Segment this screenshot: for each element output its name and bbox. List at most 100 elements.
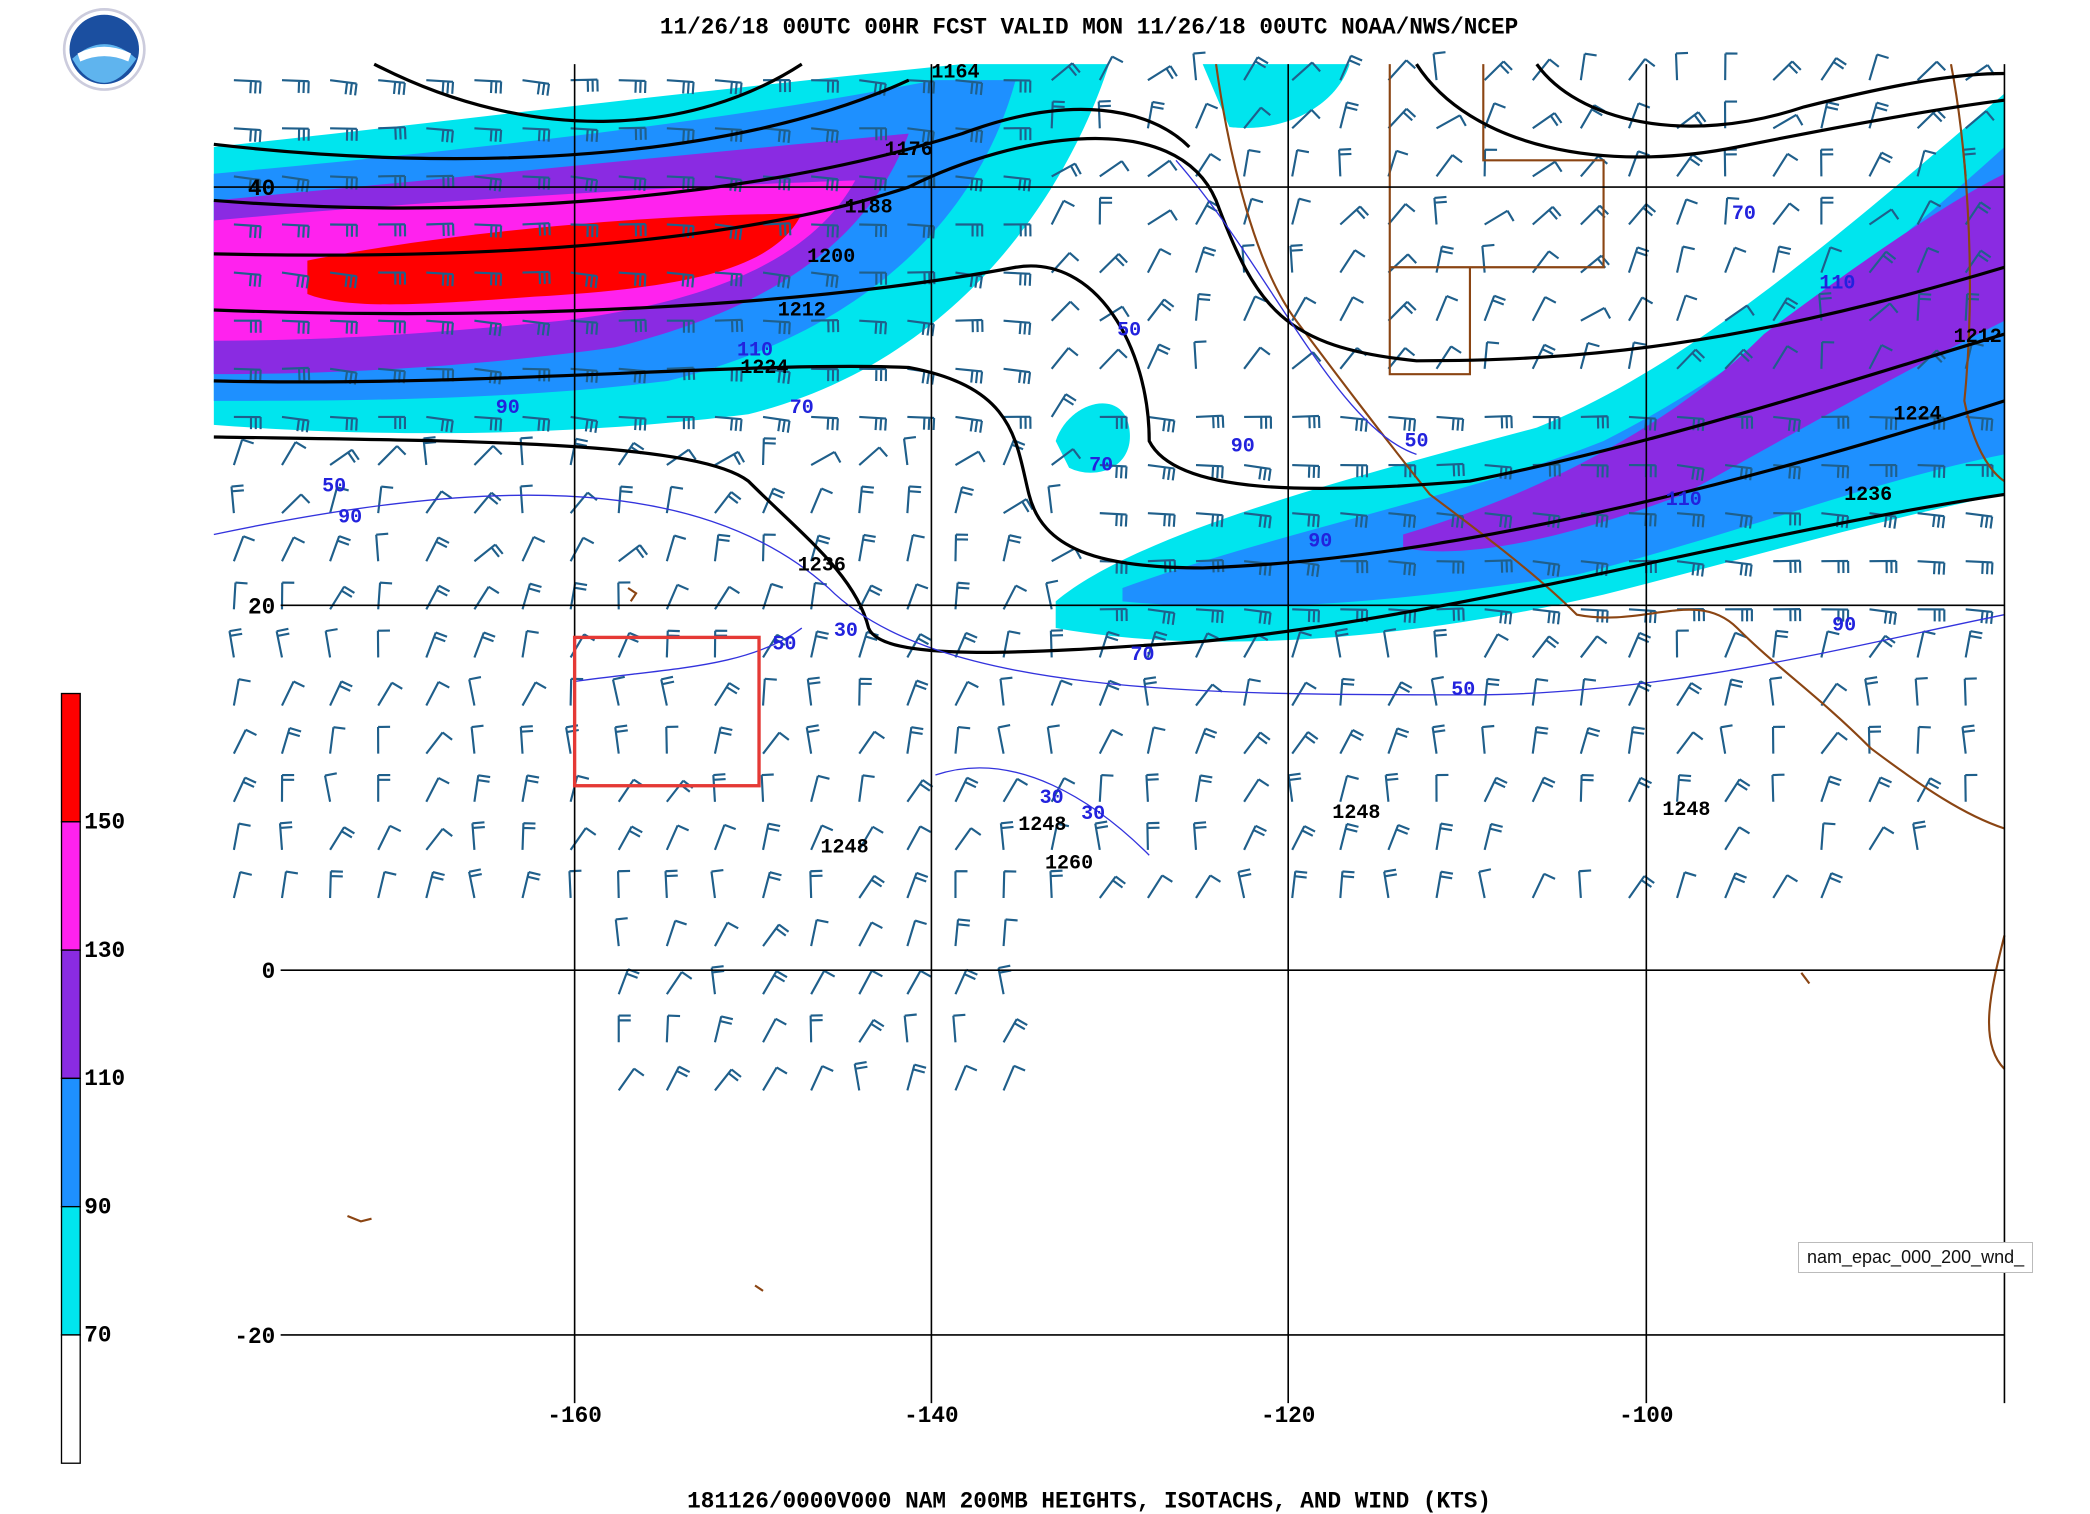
wind-barb xyxy=(570,78,599,92)
wind-barb xyxy=(713,1015,734,1043)
wind-barb xyxy=(858,774,875,802)
wind-barb xyxy=(760,773,774,802)
wind-barb xyxy=(233,223,262,239)
wind-barb xyxy=(762,319,791,335)
wind-barb xyxy=(1147,65,1178,82)
wind-barb xyxy=(1435,294,1459,322)
wind-barb xyxy=(1436,607,1465,621)
wind-barb xyxy=(762,222,792,236)
color-bar-segment xyxy=(60,821,81,951)
wind-barb xyxy=(522,175,551,190)
wind-barb xyxy=(1483,633,1509,658)
wind-barb xyxy=(425,827,453,851)
wind-barb xyxy=(280,870,299,899)
wind-barb xyxy=(1340,415,1368,432)
wind-barb xyxy=(1628,559,1657,574)
wind-barb xyxy=(665,1065,691,1091)
wind-barb xyxy=(954,827,982,851)
wind-barb xyxy=(714,415,743,432)
wind-barb xyxy=(1147,512,1176,527)
wind-barb xyxy=(1049,629,1064,658)
wind-barb xyxy=(378,319,406,334)
wind-barb xyxy=(521,774,540,802)
wind-barb xyxy=(713,629,728,658)
wind-barb xyxy=(1484,608,1513,625)
wind-barb xyxy=(1868,826,1895,851)
wind-barb xyxy=(1676,294,1698,322)
wind-barb xyxy=(1291,825,1316,851)
wind-barb xyxy=(907,415,936,431)
wind-barb xyxy=(713,533,731,562)
wind-barb xyxy=(1334,627,1349,658)
wind-barb xyxy=(1532,160,1563,178)
wind-barb xyxy=(1292,560,1320,578)
wind-barb xyxy=(233,271,262,287)
wind-barb xyxy=(952,1013,966,1043)
wind-barb xyxy=(997,724,1011,754)
isotach-label: 90 xyxy=(1231,436,1255,459)
isotach-label: 110 xyxy=(1666,489,1702,512)
wind-barb xyxy=(1676,463,1705,481)
wind-barb xyxy=(1532,608,1561,625)
lat-label: 0 xyxy=(262,959,276,985)
wind-barb xyxy=(1387,149,1409,177)
wind-barb xyxy=(1049,869,1063,899)
labels: -160 -140 -120 -100 40 20 0 -20 1164 1176 1188 1200… xyxy=(234,62,2001,1429)
wind-barb xyxy=(858,730,885,755)
wind-barb xyxy=(614,724,628,754)
wind-barb xyxy=(1339,870,1355,899)
wind-barb xyxy=(762,415,791,433)
wind-barb xyxy=(1725,512,1753,529)
wind-barb xyxy=(1478,868,1492,899)
wind-barb xyxy=(1964,773,1978,802)
wind-barb xyxy=(907,79,936,94)
wind-barb xyxy=(1339,677,1355,706)
wind-barb xyxy=(906,1063,927,1091)
height-label: 1248 xyxy=(1662,799,1710,822)
wind-barb xyxy=(1050,777,1076,803)
wind-barb xyxy=(426,319,454,335)
tooltip: nam_epac_000_200_wnd_ xyxy=(1798,1242,2034,1273)
height-label: 1212 xyxy=(1954,326,2002,349)
wind-barb xyxy=(859,271,888,285)
wind-barb xyxy=(1382,628,1397,658)
wind-barb xyxy=(906,871,929,899)
wind-barb xyxy=(1580,254,1610,274)
wind-barb xyxy=(1435,345,1462,370)
wind-barb xyxy=(1965,415,1994,432)
height-label: 1260 xyxy=(1045,853,1093,876)
wind-barb xyxy=(1436,462,1465,477)
wind-barb xyxy=(1773,512,1802,526)
wind-barb xyxy=(1099,253,1128,274)
wind-barb xyxy=(1338,148,1352,177)
wind-barb xyxy=(375,532,389,562)
isotach-label: 110 xyxy=(1819,273,1855,296)
wind-barb xyxy=(1483,60,1513,81)
isotach-label: 50 xyxy=(1451,679,1475,702)
wind-barb xyxy=(714,450,746,466)
wind-barb xyxy=(1675,774,1692,802)
wind-barb xyxy=(329,680,353,707)
isotach-label: 30 xyxy=(1081,803,1105,826)
wind-barb xyxy=(228,628,243,658)
wind-barb xyxy=(1916,199,1942,225)
wind-barb xyxy=(474,271,503,286)
wind-barb xyxy=(1099,415,1128,429)
height-label: 1212 xyxy=(778,299,826,322)
wind-barb xyxy=(1483,776,1508,803)
wind-barb xyxy=(1628,203,1657,226)
wind-barb xyxy=(232,871,253,899)
wind-barb xyxy=(1627,776,1653,803)
wind-barb xyxy=(665,824,690,851)
wind-barb xyxy=(1820,775,1842,803)
wind-barb xyxy=(1099,512,1128,527)
wind-barb xyxy=(1724,631,1747,658)
height-label: 1224 xyxy=(1894,404,1942,427)
wind-barb xyxy=(1050,100,1065,129)
wind-barb xyxy=(858,969,883,995)
wind-barb xyxy=(618,271,647,287)
wind-barb xyxy=(281,680,305,707)
wind-barb xyxy=(1531,635,1560,659)
wind-barb xyxy=(281,493,311,514)
